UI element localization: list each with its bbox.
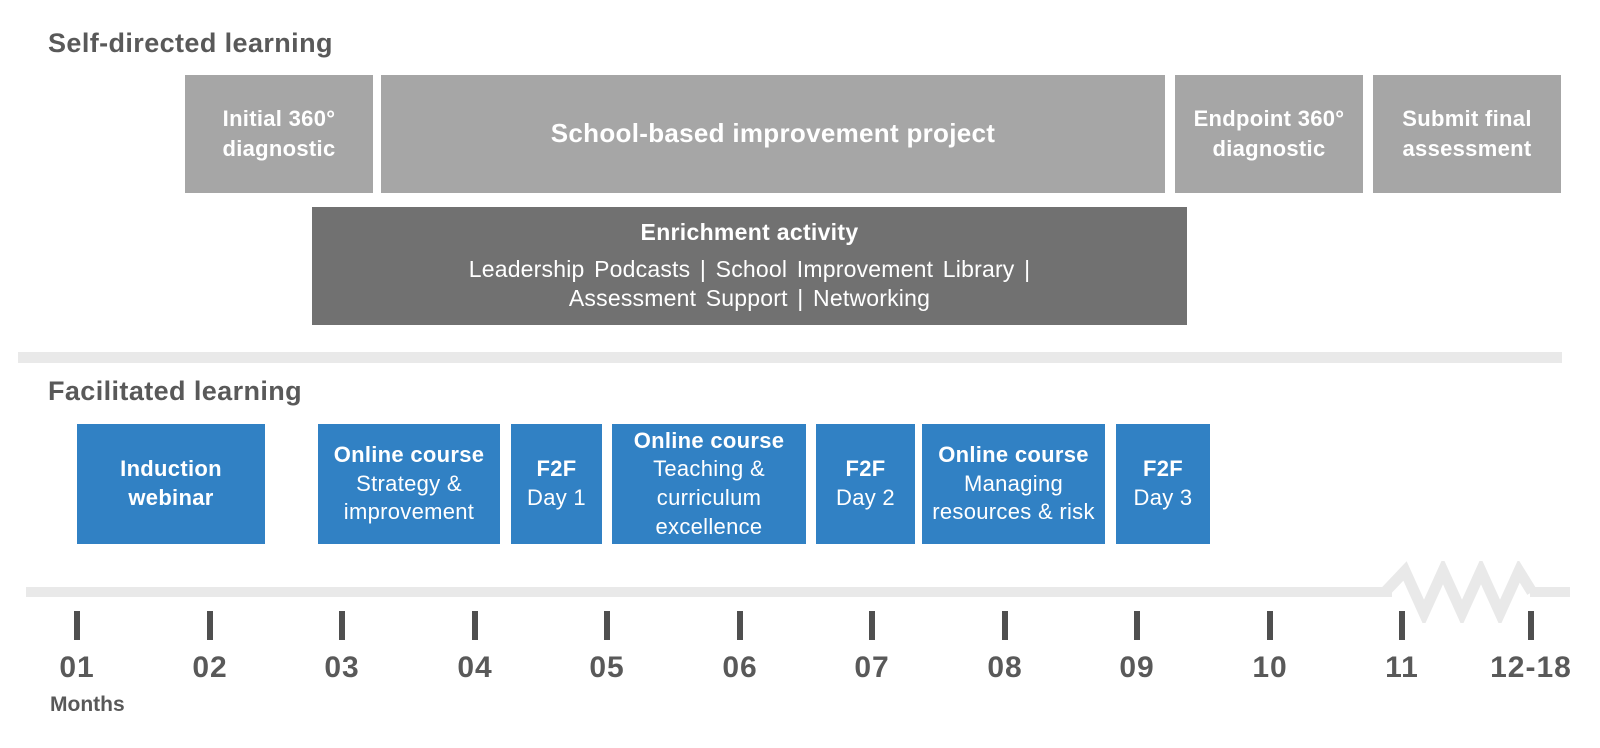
month-label-08: 08 [987, 651, 1023, 684]
month-label-02: 02 [192, 651, 228, 684]
online-course-title: Online course [633, 427, 785, 453]
timeline-tick [1267, 611, 1273, 640]
endpoint-360-diagnostic-label: Endpoint 360° diagnostic [1193, 106, 1345, 161]
month-label-11: 11 [1385, 651, 1419, 684]
timeline-tick [869, 611, 875, 640]
f2f-day1-box: F2F Day 1 [511, 424, 602, 544]
timeline-tick [339, 611, 345, 640]
induction-webinar-label: Induction webinar [120, 456, 222, 510]
timeline-tick [1528, 611, 1534, 640]
f2f-day2-box: F2F Day 2 [816, 424, 915, 544]
month-label-05: 05 [589, 651, 625, 684]
online-course-strategy-box: Online course Strategy & improvement [318, 424, 500, 544]
school-based-improvement-project-box: School-based improvement project [381, 75, 1165, 193]
f2f-title: F2F [1142, 456, 1183, 482]
submit-final-assessment-box: Submit final assessment [1373, 75, 1561, 193]
month-label-06: 06 [722, 651, 758, 684]
induction-webinar-box: Induction webinar [77, 424, 265, 544]
online-course-resources-box: Online course Managing resources & risk [922, 424, 1105, 544]
self-directed-learning-title: Self-directed learning [48, 28, 333, 58]
facilitated-learning-title: Facilitated learning [48, 376, 303, 406]
section-divider-bar [18, 352, 1562, 363]
submit-final-assessment-label: Submit final assessment [1402, 106, 1532, 161]
initial-360-diagnostic-label: Initial 360° diagnostic [222, 106, 336, 161]
timeline-break-zigzag-icon [1381, 561, 1537, 623]
month-label-01: 01 [59, 651, 95, 684]
month-label-03: 03 [324, 651, 360, 684]
timeline-track [26, 587, 1392, 597]
timeline-tick [1399, 611, 1405, 640]
f2f-title: F2F [536, 456, 577, 482]
school-based-improvement-project-label: School-based improvement project [550, 118, 996, 149]
months-axis-label: Months [50, 693, 125, 716]
timeline-tick [1134, 611, 1140, 640]
month-label-12-18: 12-18 [1490, 651, 1572, 684]
enrichment-activity-box: Enrichment activity Leadership Podcasts … [312, 207, 1187, 325]
timeline-tick [737, 611, 743, 640]
timeline-tick [472, 611, 478, 640]
timeline-tick [74, 611, 80, 640]
month-label-07: 07 [854, 651, 890, 684]
enrichment-activity-title: Enrichment activity [640, 219, 859, 246]
f2f-day-label: Day 3 [1133, 485, 1193, 510]
endpoint-360-diagnostic-box: Endpoint 360° diagnostic [1175, 75, 1363, 193]
online-course-subtitle: Managing resources & risk [932, 470, 1095, 525]
f2f-title: F2F [845, 456, 886, 482]
timeline-tick [1002, 611, 1008, 640]
timeline-tick [207, 611, 213, 640]
month-label-10: 10 [1252, 651, 1288, 684]
month-label-09: 09 [1119, 651, 1155, 684]
online-course-subtitle: Strategy & improvement [343, 470, 475, 525]
timeline-tick [604, 611, 610, 640]
online-course-subtitle: Teaching & curriculum excellence [653, 456, 765, 539]
timeline-track-end [1530, 587, 1570, 597]
online-course-teaching-box: Online course Teaching & curriculum exce… [612, 424, 806, 544]
f2f-day-label: Day 2 [836, 485, 895, 510]
f2f-day-label: Day 1 [527, 485, 586, 510]
enrichment-activity-items-line1: Leadership Podcasts | School Improvement… [468, 256, 1031, 283]
f2f-day3-box: F2F Day 3 [1116, 424, 1210, 544]
enrichment-activity-items-line2: Assessment Support | Networking [568, 285, 931, 311]
online-course-title: Online course [938, 442, 1089, 468]
month-label-04: 04 [457, 651, 493, 684]
online-course-title: Online course [333, 442, 485, 468]
initial-360-diagnostic-box: Initial 360° diagnostic [185, 75, 373, 193]
